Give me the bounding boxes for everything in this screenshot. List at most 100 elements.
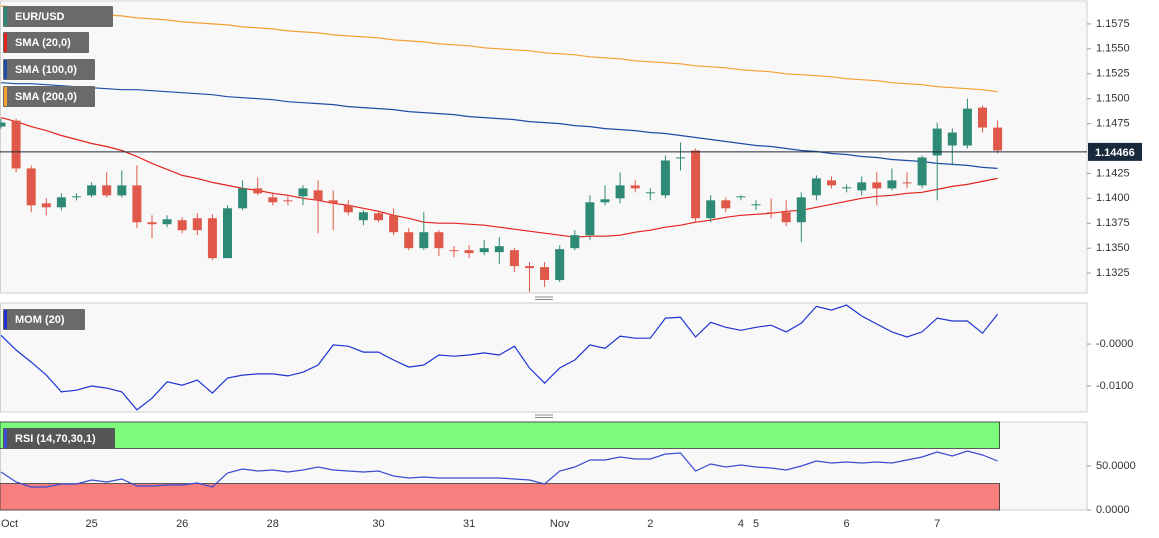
legend-swatch	[4, 429, 7, 448]
candle-body	[736, 196, 746, 198]
resize-handle	[535, 296, 553, 418]
candle-body	[796, 197, 806, 223]
candle-body	[932, 128, 942, 156]
candle-body	[313, 190, 323, 201]
candle-body	[993, 127, 1003, 151]
candle-body	[630, 185, 640, 189]
legend-label: RSI (14,70,30,1)	[15, 433, 96, 445]
candle-body	[132, 185, 142, 223]
legend-swatch	[4, 33, 7, 52]
last-price-box	[1088, 142, 1142, 161]
legend-label: EUR/USD	[15, 11, 65, 23]
candle-body	[766, 212, 776, 214]
candle-body	[56, 197, 66, 208]
x-tick-label: 31	[463, 518, 475, 530]
candle-body	[962, 108, 972, 146]
candle-body	[706, 200, 716, 219]
panel	[0, 302, 1088, 413]
candle-body	[238, 188, 248, 209]
x-tick-label: 6	[844, 518, 850, 530]
legend-swatch	[4, 310, 7, 329]
x-tick-label: 28	[267, 518, 279, 530]
candle-body	[419, 232, 429, 249]
legend-swatch	[4, 60, 7, 79]
x-tick-label: 4	[738, 518, 744, 530]
candle-body	[872, 182, 882, 189]
line	[0, 450, 998, 488]
legend-box	[3, 32, 89, 53]
y-tick-label: 1.1400	[1096, 192, 1130, 204]
x-tick-label: 30	[372, 518, 384, 530]
candle-body	[781, 212, 791, 223]
candle-body	[615, 185, 625, 199]
candle-body	[389, 215, 399, 233]
candle-body	[525, 266, 534, 269]
candle-body	[162, 219, 172, 225]
candle-body	[328, 200, 338, 204]
candle-body	[404, 232, 414, 249]
candle-body	[691, 150, 701, 219]
x-tick-label: 2	[647, 518, 653, 530]
x-tick-label: 7	[934, 518, 940, 530]
candle-body	[676, 157, 685, 159]
candle-body	[600, 199, 610, 203]
line	[0, 304, 999, 411]
legend-box	[3, 59, 95, 80]
candle-body	[147, 222, 157, 225]
line	[0, 5, 998, 93]
legend-label: MOM (20)	[15, 314, 65, 326]
legend-box	[3, 309, 85, 330]
y-tick-label: 1.1575	[1096, 18, 1130, 30]
candle-body	[479, 248, 489, 253]
candle-body	[72, 196, 81, 198]
candle-body	[117, 185, 127, 196]
x-tick-label: Nov	[550, 518, 570, 530]
candle-body	[87, 185, 97, 196]
candle-body	[811, 178, 821, 196]
line	[0, 117, 998, 238]
candle-body	[947, 132, 957, 146]
candle-body	[358, 212, 368, 221]
y-tick-label: 1.1550	[1096, 43, 1130, 55]
candle-body	[26, 168, 36, 206]
candle-body	[978, 107, 987, 128]
band	[0, 421, 1000, 449]
candle-body	[570, 235, 580, 249]
candle-body	[11, 120, 21, 169]
y-tick-label: 1.1525	[1096, 68, 1130, 80]
candle-body	[253, 188, 263, 194]
legend-label: SMA (100,0)	[15, 64, 77, 76]
candle-body	[0, 122, 6, 127]
candle-body	[177, 220, 187, 231]
legend-swatch	[4, 7, 7, 26]
legend-swatch	[4, 87, 7, 106]
candle-body	[555, 249, 565, 281]
panel	[0, 0, 1088, 294]
candle-body	[494, 246, 504, 253]
candle-body	[102, 185, 112, 196]
candle-body	[449, 250, 459, 252]
candle-body	[857, 182, 867, 191]
y-tick-label: -0.0000	[1096, 338, 1133, 350]
last-price-label: 1.14466	[1095, 147, 1135, 159]
candle-body	[751, 204, 761, 206]
x-tick-label: 26	[176, 518, 188, 530]
x-tick-label: 5	[753, 518, 759, 530]
band	[0, 483, 1000, 511]
y-tick-label: 50.0000	[1096, 460, 1136, 472]
candle-body	[721, 200, 731, 209]
candle-body	[827, 180, 836, 186]
candle-body	[902, 182, 912, 184]
candle-body	[223, 208, 232, 259]
y-tick-label: -0.0100	[1096, 380, 1133, 392]
x-tick-label: 25	[85, 518, 97, 530]
candle-body	[298, 188, 308, 197]
candle-body	[660, 160, 670, 196]
y-tick-label: 1.1350	[1096, 242, 1130, 254]
candle-body	[464, 250, 474, 254]
legend-box	[3, 428, 115, 449]
candle-body	[343, 205, 353, 213]
y-tick-label: 1.1500	[1096, 93, 1130, 105]
